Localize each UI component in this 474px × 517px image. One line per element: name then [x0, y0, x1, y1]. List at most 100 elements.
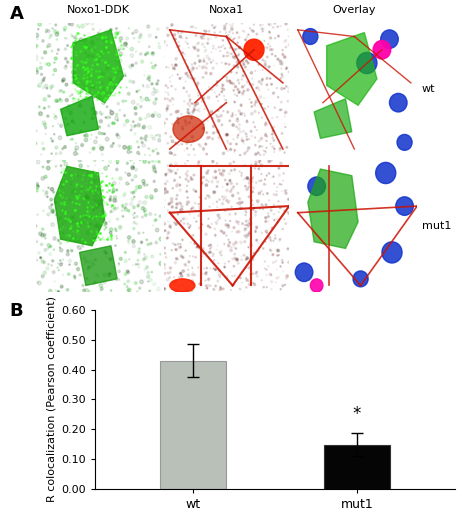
Circle shape: [255, 100, 257, 103]
Circle shape: [41, 154, 42, 155]
Circle shape: [258, 89, 260, 90]
Circle shape: [227, 208, 228, 210]
Circle shape: [248, 258, 250, 260]
Circle shape: [175, 249, 177, 251]
Circle shape: [119, 110, 120, 111]
Circle shape: [202, 252, 205, 254]
Circle shape: [273, 240, 274, 241]
Circle shape: [278, 168, 280, 169]
Circle shape: [241, 175, 242, 176]
Circle shape: [97, 59, 100, 63]
Circle shape: [277, 249, 280, 252]
Circle shape: [155, 98, 157, 100]
Circle shape: [45, 84, 48, 88]
Circle shape: [171, 140, 173, 143]
Circle shape: [179, 35, 182, 38]
Circle shape: [255, 231, 256, 233]
Circle shape: [73, 189, 76, 191]
Circle shape: [155, 171, 156, 173]
Circle shape: [41, 177, 45, 180]
Circle shape: [180, 177, 181, 178]
Circle shape: [192, 207, 194, 209]
Circle shape: [205, 72, 207, 74]
Circle shape: [227, 63, 228, 64]
Circle shape: [237, 192, 239, 194]
Circle shape: [70, 65, 73, 68]
Circle shape: [87, 76, 90, 79]
Circle shape: [177, 214, 178, 215]
Circle shape: [192, 268, 193, 269]
Circle shape: [247, 178, 249, 179]
Circle shape: [276, 277, 278, 279]
Circle shape: [131, 166, 134, 170]
Circle shape: [248, 34, 249, 35]
Circle shape: [272, 117, 273, 118]
Circle shape: [255, 50, 257, 51]
Circle shape: [271, 84, 272, 85]
Circle shape: [125, 172, 127, 173]
Circle shape: [175, 223, 177, 225]
Circle shape: [153, 180, 155, 183]
Circle shape: [225, 63, 227, 65]
Circle shape: [72, 216, 74, 219]
Circle shape: [134, 282, 137, 284]
Circle shape: [182, 128, 183, 130]
Circle shape: [193, 179, 194, 180]
Circle shape: [216, 201, 218, 202]
Circle shape: [197, 247, 199, 248]
Circle shape: [192, 126, 194, 127]
Circle shape: [215, 269, 217, 271]
Circle shape: [272, 133, 273, 135]
Circle shape: [228, 55, 229, 56]
Circle shape: [285, 46, 287, 48]
Circle shape: [190, 70, 191, 72]
Circle shape: [242, 75, 244, 77]
Circle shape: [274, 23, 275, 24]
Circle shape: [246, 256, 248, 258]
Circle shape: [51, 204, 53, 205]
Circle shape: [209, 252, 210, 253]
Circle shape: [98, 200, 101, 204]
Circle shape: [275, 55, 276, 57]
Circle shape: [246, 268, 247, 269]
Circle shape: [232, 276, 233, 277]
Circle shape: [135, 168, 137, 171]
Circle shape: [262, 241, 263, 242]
Circle shape: [157, 134, 158, 135]
Circle shape: [118, 265, 119, 266]
Circle shape: [177, 74, 178, 75]
Circle shape: [37, 28, 39, 30]
Circle shape: [171, 25, 173, 26]
Circle shape: [43, 80, 45, 82]
Circle shape: [137, 103, 139, 105]
Circle shape: [206, 287, 208, 289]
Circle shape: [69, 240, 71, 242]
Circle shape: [143, 160, 146, 163]
Circle shape: [270, 78, 271, 79]
Circle shape: [93, 209, 94, 211]
Circle shape: [207, 38, 209, 40]
Circle shape: [216, 176, 217, 177]
Circle shape: [199, 59, 201, 62]
Circle shape: [79, 27, 80, 28]
Circle shape: [87, 165, 89, 168]
Circle shape: [243, 90, 245, 92]
Circle shape: [187, 180, 189, 182]
Circle shape: [233, 265, 235, 267]
Circle shape: [191, 64, 193, 66]
Circle shape: [153, 167, 156, 170]
Circle shape: [264, 268, 265, 269]
Circle shape: [90, 190, 92, 193]
Circle shape: [47, 44, 51, 47]
Circle shape: [175, 289, 177, 292]
Circle shape: [84, 138, 88, 142]
Circle shape: [181, 208, 183, 211]
Circle shape: [109, 257, 112, 261]
Circle shape: [135, 112, 137, 115]
Circle shape: [218, 263, 219, 264]
Circle shape: [192, 69, 194, 71]
Circle shape: [102, 88, 104, 90]
Circle shape: [197, 42, 199, 45]
Circle shape: [201, 121, 202, 123]
Circle shape: [64, 212, 66, 214]
